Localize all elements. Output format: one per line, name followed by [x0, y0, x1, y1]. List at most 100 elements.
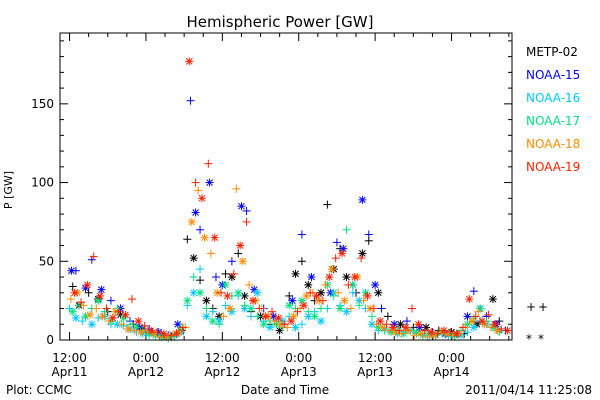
north-point — [363, 291, 372, 300]
south-point — [342, 225, 351, 234]
south-point — [433, 329, 442, 338]
south-point — [215, 320, 224, 329]
south-point — [117, 320, 126, 329]
south-point — [469, 287, 478, 296]
plot-frame — [59, 32, 513, 341]
south-point — [323, 200, 332, 209]
south-point — [242, 217, 251, 226]
legend-item: NOAA-17 — [526, 114, 580, 128]
north-point — [238, 257, 247, 266]
south-point — [208, 307, 217, 316]
north-point — [310, 312, 319, 321]
south-point — [484, 310, 493, 319]
north-point — [350, 273, 359, 282]
north-point — [185, 57, 194, 66]
north-point — [467, 317, 476, 326]
x-tick-time-label: 12:00 — [358, 351, 393, 365]
south-point — [84, 288, 93, 297]
north-point — [336, 304, 345, 313]
south-point — [420, 326, 429, 335]
south-point — [234, 249, 243, 258]
south-point — [240, 301, 249, 310]
legend: METP-02 NOAA-15 NOAA-16 NOAA-17 NOAA-18 NOAA-… — [526, 45, 580, 174]
south-point — [334, 288, 343, 297]
south-point — [183, 235, 192, 244]
north-point — [317, 288, 326, 297]
north-point — [312, 291, 321, 300]
north-point — [478, 317, 487, 326]
south-point — [211, 273, 220, 282]
y-tick-label: 0 — [46, 333, 54, 347]
legend-item: NOAA-18 — [526, 137, 580, 151]
south-point — [458, 323, 467, 332]
north-point — [85, 310, 94, 319]
south-point — [280, 320, 289, 329]
south-point — [367, 312, 376, 321]
south-point — [196, 265, 205, 274]
north-point — [325, 273, 334, 282]
south-point — [227, 257, 236, 266]
y-axis-label: P [GW] — [2, 171, 15, 209]
south-point — [359, 296, 368, 305]
south-point — [119, 321, 128, 330]
x-tick-time-label: 12:00 — [205, 351, 240, 365]
south-point — [229, 269, 238, 278]
south-point — [221, 301, 230, 310]
x-tick-date-label: Apr12 — [128, 365, 164, 379]
y-tick-label: 150 — [31, 97, 54, 111]
legend-item: METP-02 — [526, 45, 578, 59]
x-tick-date-label: Apr12 — [204, 365, 240, 379]
south-point — [377, 304, 386, 313]
marker-legend: + + * * — [526, 300, 548, 346]
north-point — [71, 313, 80, 322]
south-point — [196, 225, 205, 234]
north-point — [317, 317, 326, 326]
south-point — [106, 296, 115, 305]
south-point — [206, 249, 215, 258]
north-point — [287, 317, 296, 326]
south-point — [219, 312, 228, 321]
footer-left: Plot: CCMC — [6, 383, 72, 397]
x-tick-time-label: 12:00 — [52, 351, 87, 365]
south-point — [344, 280, 353, 289]
south-point — [102, 304, 111, 313]
north-point — [197, 194, 206, 203]
south-point — [285, 291, 294, 300]
north-point — [490, 320, 499, 329]
x-tick-date-label: Apr11 — [52, 365, 88, 379]
north-point — [124, 324, 133, 333]
north-point — [159, 329, 168, 338]
south-point — [196, 276, 205, 285]
south-point — [115, 307, 124, 316]
north-point — [223, 291, 232, 300]
marker-legend-south-label: + — [538, 300, 548, 314]
north-point — [67, 266, 76, 275]
north-point — [121, 310, 130, 319]
north-point — [291, 269, 300, 278]
north-point — [338, 249, 347, 258]
south-point — [267, 307, 276, 316]
north-point — [202, 312, 211, 321]
north-point — [237, 202, 246, 211]
y-tick-label: 50 — [39, 254, 54, 268]
north-point — [205, 178, 214, 187]
north-point — [274, 313, 283, 322]
south-point — [331, 254, 340, 263]
south-point — [497, 324, 506, 333]
south-point — [348, 288, 357, 297]
north-point — [288, 296, 297, 305]
south-point — [383, 312, 392, 321]
north-point — [96, 291, 105, 300]
south-point — [221, 269, 230, 278]
south-point — [357, 254, 366, 263]
south-point — [293, 307, 302, 316]
north-point — [465, 295, 474, 304]
south-point — [166, 331, 175, 340]
north-point — [134, 317, 143, 326]
south-point — [364, 230, 373, 239]
north-point — [388, 323, 397, 332]
south-point — [78, 317, 87, 326]
x-tick-date-label: Apr13 — [357, 365, 393, 379]
north-point — [246, 304, 255, 313]
south-point — [232, 184, 241, 193]
